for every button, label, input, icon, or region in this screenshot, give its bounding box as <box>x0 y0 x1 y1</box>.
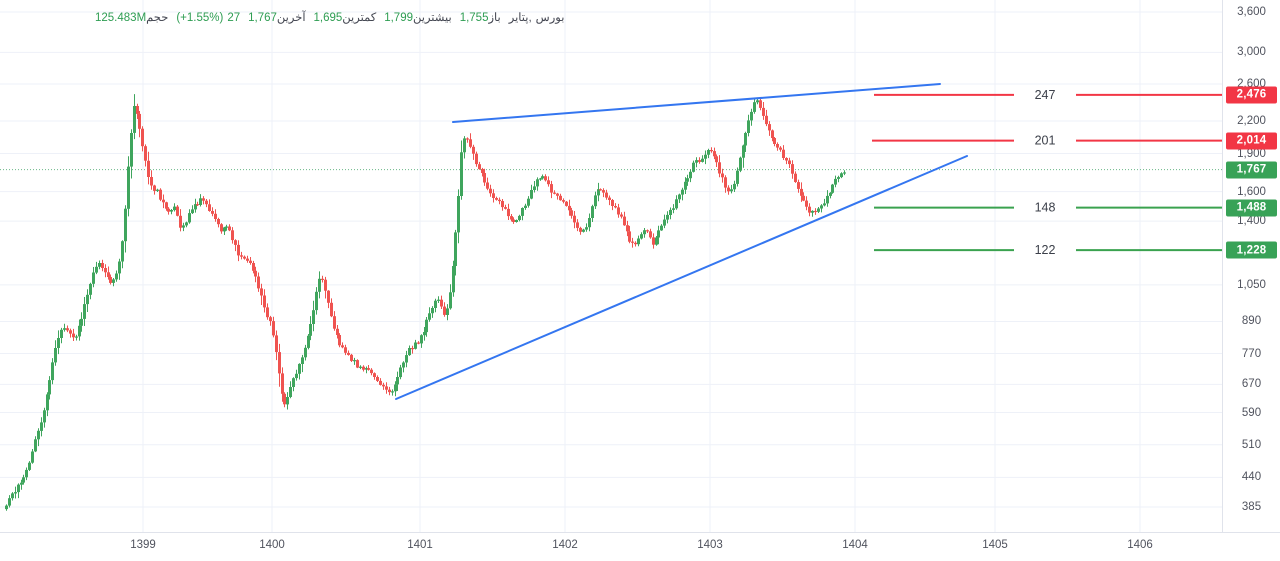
high-label: بیشترین <box>412 12 452 24</box>
last-label: آخرین <box>276 12 306 24</box>
year-tick: 1399 <box>130 539 156 551</box>
lower-trendline[interactable] <box>395 155 968 400</box>
open-label: باز <box>488 12 501 24</box>
symbol-name: پتایر, <box>508 12 532 24</box>
level-line-122[interactable]: 122 <box>874 243 1225 257</box>
year-tick: 1402 <box>552 539 578 551</box>
price-tick: 1,900 <box>1237 147 1266 160</box>
price-tick: 670 <box>1241 378 1262 391</box>
level-label: 247 <box>1035 88 1056 102</box>
grid <box>0 0 1222 532</box>
low-value: 1,695 <box>313 12 343 24</box>
year-tick: 1400 <box>259 539 285 551</box>
price-tick: 385 <box>1241 501 1262 513</box>
level-line-201[interactable]: 201 <box>872 134 1225 148</box>
chart-pane[interactable]: 247 201 148 122 <box>0 0 1280 532</box>
current-price-badge: 1,767 <box>1226 161 1277 179</box>
level-line-148[interactable]: 148 <box>874 201 1225 215</box>
year-tick: 1401 <box>407 539 433 551</box>
price-tick: 770 <box>1241 347 1262 360</box>
change-percent: (+1.55%) <box>176 12 224 24</box>
change-absolute: 27 <box>227 12 241 24</box>
year-tick: 1403 <box>697 539 723 551</box>
last-value: 1,767 <box>248 12 277 24</box>
year-tick: 1404 <box>842 539 868 551</box>
price-level-badge: 2,476 <box>1226 86 1277 104</box>
level-line-247[interactable]: 247 <box>874 88 1225 102</box>
candlestick-series[interactable] <box>5 94 846 511</box>
price-tick: 1,400 <box>1237 215 1266 228</box>
price-tick: 1,600 <box>1237 185 1266 198</box>
low-label: کمترین <box>342 12 377 24</box>
level-label: 148 <box>1035 201 1056 215</box>
price-level-badge: 1,228 <box>1226 241 1277 259</box>
price-tick: 510 <box>1241 438 1262 451</box>
exchange-name: بورس <box>535 12 565 24</box>
symbol-legend[interactable]: 125.483M حجم (+1.55%) 27 1,767 آخرین 1,695 کمتر… <box>95 9 564 27</box>
price-tick: 440 <box>1241 471 1262 484</box>
volume-label: حجم <box>146 12 169 24</box>
price-level-badge: 1,488 <box>1226 199 1277 217</box>
price-tick: 1,050 <box>1237 278 1266 291</box>
time-axis[interactable]: 1399 1400 1401 1402 1403 1404 1405 1406 <box>0 532 1280 561</box>
price-level-badge: 2,014 <box>1226 132 1277 150</box>
level-label: 122 <box>1035 243 1056 257</box>
open-value: 1,755 <box>459 12 489 24</box>
price-tick: 3,000 <box>1237 46 1266 59</box>
price-tick: 2,200 <box>1237 115 1266 128</box>
year-tick: 1405 <box>982 539 1008 551</box>
price-tick: 3,600 <box>1237 6 1266 18</box>
year-tick: 1406 <box>1127 539 1153 551</box>
price-axis[interactable]: 3,600 3,000 2,600 2,200 1,900 1,600 1,400 1,050… <box>1222 0 1280 532</box>
high-value: 1,799 <box>384 12 413 24</box>
volume-value: 125.483M <box>95 12 147 24</box>
price-tick: 590 <box>1241 406 1262 419</box>
price-tick: 890 <box>1241 315 1262 328</box>
level-label: 201 <box>1035 134 1056 148</box>
upper-trendline[interactable] <box>452 83 941 123</box>
